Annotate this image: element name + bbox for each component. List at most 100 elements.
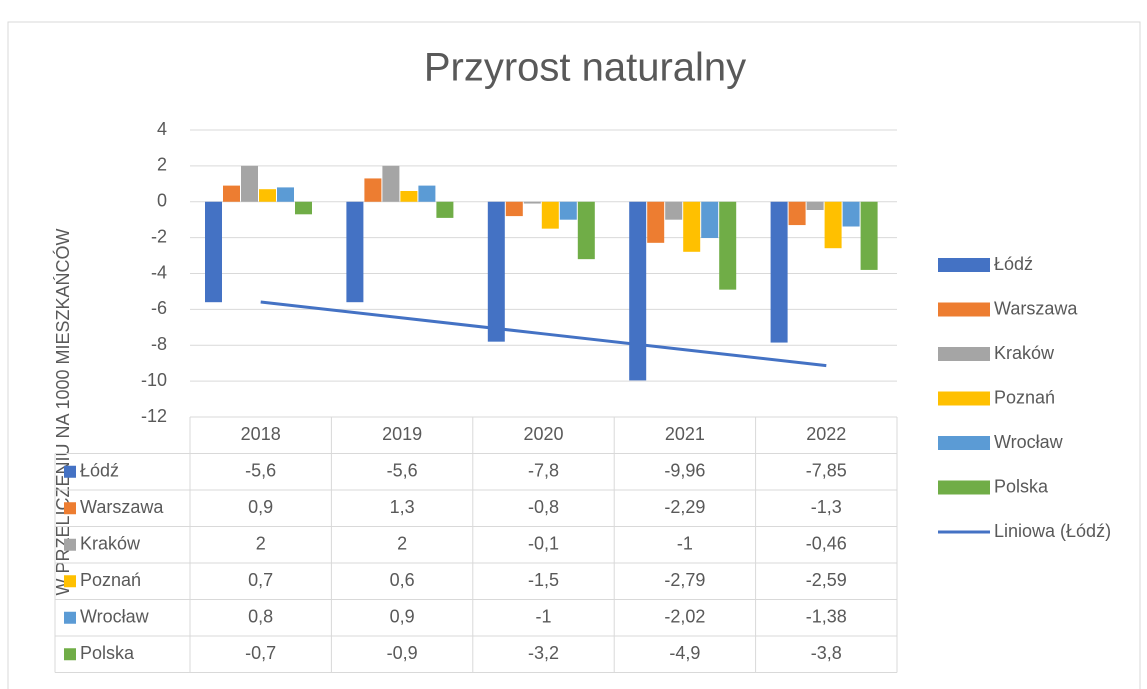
bar <box>205 201 222 303</box>
table-cell: 2 <box>397 534 407 554</box>
table-row-label: Łódź <box>80 461 119 481</box>
legend-label: Liniowa (Łódź) <box>994 521 1111 541</box>
table-cell: -2,29 <box>664 497 705 517</box>
table-cell: -4,9 <box>669 643 700 663</box>
bar <box>665 201 683 220</box>
y-tick-label: -10 <box>141 370 167 390</box>
bar <box>346 201 364 303</box>
table-cell: -1,38 <box>806 607 847 627</box>
y-tick-label: -8 <box>151 334 167 354</box>
table-cell: 1,3 <box>390 497 415 517</box>
legend-label: Poznań <box>994 387 1055 407</box>
table-cell: 0,9 <box>248 497 273 517</box>
y-tick-label: -4 <box>151 262 167 282</box>
table-cell: -0,1 <box>528 534 559 554</box>
table-cell: -7,8 <box>528 461 559 481</box>
legend-key <box>938 480 990 495</box>
y-tick-label: 0 <box>157 191 167 211</box>
table-cell: 0,9 <box>390 607 415 627</box>
bar <box>647 201 665 243</box>
bar <box>382 165 400 202</box>
table-key <box>64 538 76 551</box>
bar <box>842 201 860 227</box>
table-key <box>64 611 76 624</box>
legend-key <box>938 436 990 450</box>
table-header: 2018 <box>241 424 281 444</box>
table-cell: -0,8 <box>528 497 559 517</box>
legend-label: Łódź <box>994 254 1033 274</box>
table-row-label: Wrocław <box>80 607 150 627</box>
table-header: 2020 <box>523 424 563 444</box>
bar <box>541 201 559 229</box>
table-row-label: Warszawa <box>80 497 164 517</box>
table-cell: -1,3 <box>811 497 842 517</box>
bar <box>487 201 505 342</box>
table-cell: -3,2 <box>528 643 559 663</box>
table-cell: -0,9 <box>387 643 418 663</box>
chart-title: Przyrost naturalny <box>424 46 746 90</box>
table-key <box>64 502 76 515</box>
bar <box>295 201 312 215</box>
table-cell: -2,79 <box>664 570 705 590</box>
bar <box>277 187 294 202</box>
table-key <box>64 648 76 661</box>
bar <box>719 201 737 290</box>
bar <box>860 201 878 270</box>
bar <box>223 185 240 202</box>
bar <box>701 201 719 238</box>
table-cell: -2,02 <box>664 607 705 627</box>
table-header: 2022 <box>806 424 846 444</box>
legend-label: Warszawa <box>994 298 1078 318</box>
table-row-label: Kraków <box>80 534 141 554</box>
bar <box>806 201 824 211</box>
y-tick-label: -2 <box>151 226 167 246</box>
y-tick-label: -12 <box>141 406 167 426</box>
bar <box>788 201 806 226</box>
table-key <box>64 575 76 588</box>
legend-label: Polska <box>994 476 1049 496</box>
legend-label: Wrocław <box>994 432 1064 452</box>
table-cell: 0,6 <box>390 570 415 590</box>
table-header: 2021 <box>665 424 705 444</box>
trendline <box>260 300 827 368</box>
bar <box>241 165 258 202</box>
table-cell: -1 <box>535 607 551 627</box>
legend-label: Kraków <box>994 343 1055 363</box>
table-key <box>64 465 76 478</box>
bar <box>559 201 577 220</box>
bar <box>259 189 276 202</box>
legend-key <box>938 302 990 317</box>
table-cell: -0,7 <box>245 643 276 663</box>
table-cell: -1 <box>677 534 693 554</box>
bar <box>418 185 436 202</box>
bar <box>505 201 523 217</box>
table-header: 2019 <box>382 424 422 444</box>
table-row-label: Poznań <box>80 570 141 590</box>
y-tick-label: 4 <box>157 119 167 139</box>
table-cell: -7,85 <box>806 461 847 481</box>
table-row-label: Polska <box>80 643 135 663</box>
bar <box>770 201 788 343</box>
table-cell: 0,7 <box>248 570 273 590</box>
table-cell: -1,5 <box>528 570 559 590</box>
table-cell: 0,8 <box>248 607 273 627</box>
legend-key <box>938 258 990 272</box>
bar <box>436 201 454 218</box>
table-cell: -3,8 <box>811 643 842 663</box>
bar <box>523 201 541 204</box>
table-cell: -5,6 <box>245 461 276 481</box>
table-cell: -2,59 <box>806 570 847 590</box>
bar <box>364 178 382 202</box>
y-tick-label: 2 <box>157 155 167 175</box>
bar <box>577 201 595 260</box>
bar <box>824 201 842 249</box>
table-cell: 2 <box>256 534 266 554</box>
bar <box>683 201 701 252</box>
bar <box>629 201 647 381</box>
y-tick-label: -6 <box>151 298 167 318</box>
table-cell: -9,96 <box>664 461 705 481</box>
legend-key <box>938 347 990 361</box>
table-cell: -0,46 <box>806 534 847 554</box>
bar <box>400 190 418 202</box>
